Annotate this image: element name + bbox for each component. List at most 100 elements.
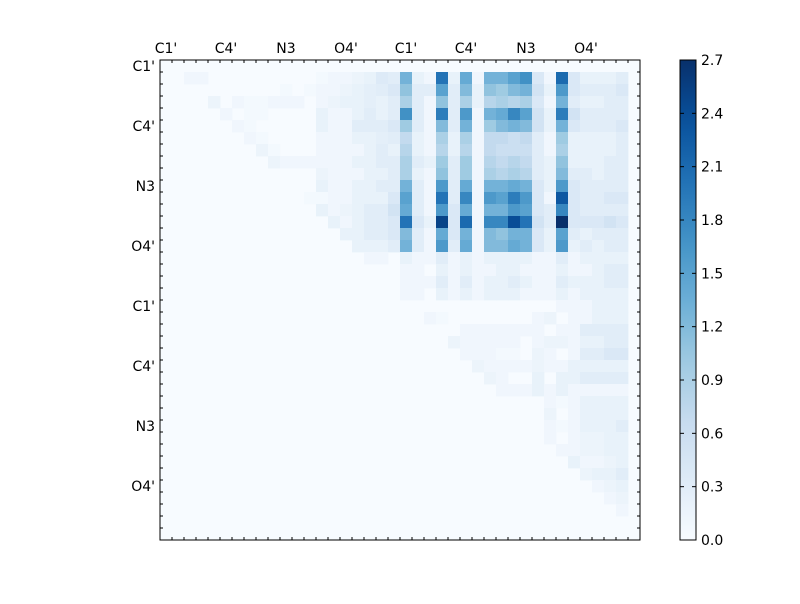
heatmap-cell [616, 84, 629, 97]
heatmap-cell [544, 156, 557, 169]
heatmap-cell [460, 264, 473, 277]
heatmap-cell [556, 228, 569, 241]
heatmap-cell [580, 300, 593, 313]
heatmap-cell [376, 228, 389, 241]
heatmap-cell [592, 432, 605, 445]
heatmap-cell [568, 444, 581, 457]
heatmap-cell [520, 360, 533, 373]
heatmap-cell [604, 492, 617, 505]
heatmap-cell [328, 84, 341, 97]
heatmap-cell [424, 144, 437, 157]
heatmap-cell [388, 72, 401, 85]
heatmap-cell [364, 108, 377, 121]
heatmap-cell [412, 84, 425, 97]
heatmap-cell [532, 288, 545, 301]
colorbar-tick-label: 1.8 [701, 213, 723, 229]
heatmap-cell [496, 264, 509, 277]
heatmap-cell [436, 84, 449, 97]
x-tick-label: C4' [455, 41, 478, 57]
heatmap-cell [556, 360, 569, 373]
heatmap-cell [508, 144, 521, 157]
heatmap-cell [340, 216, 353, 229]
heatmap-cell [532, 96, 545, 109]
heatmap-cell [256, 132, 269, 145]
heatmap-cell [568, 156, 581, 169]
y-tick-label: C4' [132, 119, 155, 135]
heatmap-cell [424, 108, 437, 121]
heatmap-cell [532, 72, 545, 85]
heatmap-cell [508, 240, 521, 253]
heatmap-cell [532, 228, 545, 241]
heatmap-cell [400, 228, 413, 241]
heatmap-cell [556, 252, 569, 265]
heatmap-cell [400, 204, 413, 217]
heatmap-cell [568, 180, 581, 193]
heatmap-cell [400, 276, 413, 289]
heatmap-cell [592, 324, 605, 337]
x-tick-label: C4' [215, 41, 238, 57]
heatmap-cell [400, 156, 413, 169]
heatmap-cell [604, 324, 617, 337]
heatmap-cell [424, 276, 437, 289]
heatmap-cell [556, 120, 569, 133]
heatmap-cell [556, 204, 569, 217]
heatmap-cell [472, 144, 485, 157]
heatmap-cell [436, 72, 449, 85]
heatmap-cell [496, 360, 509, 373]
heatmap-cell [484, 132, 497, 145]
heatmap-cell [460, 120, 473, 133]
heatmap-cell [364, 168, 377, 181]
heatmap-cell [472, 204, 485, 217]
heatmap-cell [496, 192, 509, 205]
heatmap-cell [376, 84, 389, 97]
colorbar-tick-label: 1.5 [701, 266, 723, 282]
heatmap-cell [328, 144, 341, 157]
heatmap-cell [508, 324, 521, 337]
heatmap-cell [244, 120, 257, 133]
heatmap-cell [412, 72, 425, 85]
heatmap-cell [520, 108, 533, 121]
x-tick-label: N3 [276, 41, 295, 57]
heatmap-cell [496, 108, 509, 121]
heatmap-cell [436, 156, 449, 169]
heatmap-cell [340, 132, 353, 145]
heatmap-cell [484, 252, 497, 265]
heatmap-cell [304, 84, 317, 97]
heatmap-cell [508, 264, 521, 277]
colorbar-tick-label: 1.2 [701, 320, 723, 336]
heatmap-cell [568, 312, 581, 325]
heatmap-cell [520, 96, 533, 109]
heatmap-cell [436, 180, 449, 193]
heatmap-cell [604, 240, 617, 253]
heatmap-cell [424, 252, 437, 265]
heatmap-cell [280, 84, 293, 97]
heatmap-cell [616, 384, 629, 397]
heatmap-cell [496, 240, 509, 253]
heatmap-cell [424, 96, 437, 109]
heatmap-cell [364, 204, 377, 217]
heatmap-cell [184, 72, 197, 85]
heatmap-cell [508, 216, 521, 229]
heatmap-cell [340, 168, 353, 181]
heatmap-cell [496, 228, 509, 241]
heatmap-cell [352, 156, 365, 169]
heatmap-cell [484, 348, 497, 361]
y-tick-label: N3 [136, 179, 155, 195]
heatmap-cell [544, 276, 557, 289]
heatmap-cell [592, 216, 605, 229]
heatmap-cell [580, 132, 593, 145]
heatmap-cell [388, 108, 401, 121]
heatmap-cell [412, 192, 425, 205]
heatmap-cell [460, 84, 473, 97]
heatmap-cell [532, 240, 545, 253]
heatmap-cell [496, 204, 509, 217]
heatmap-cell [268, 144, 281, 157]
heatmap-cell [484, 324, 497, 337]
heatmap-cell [340, 144, 353, 157]
y-tick-label: C1' [132, 299, 155, 315]
heatmap-cell [592, 384, 605, 397]
heatmap-cell [472, 108, 485, 121]
heatmap-cell [496, 156, 509, 169]
heatmap-cell [580, 264, 593, 277]
heatmap-cell [604, 252, 617, 265]
